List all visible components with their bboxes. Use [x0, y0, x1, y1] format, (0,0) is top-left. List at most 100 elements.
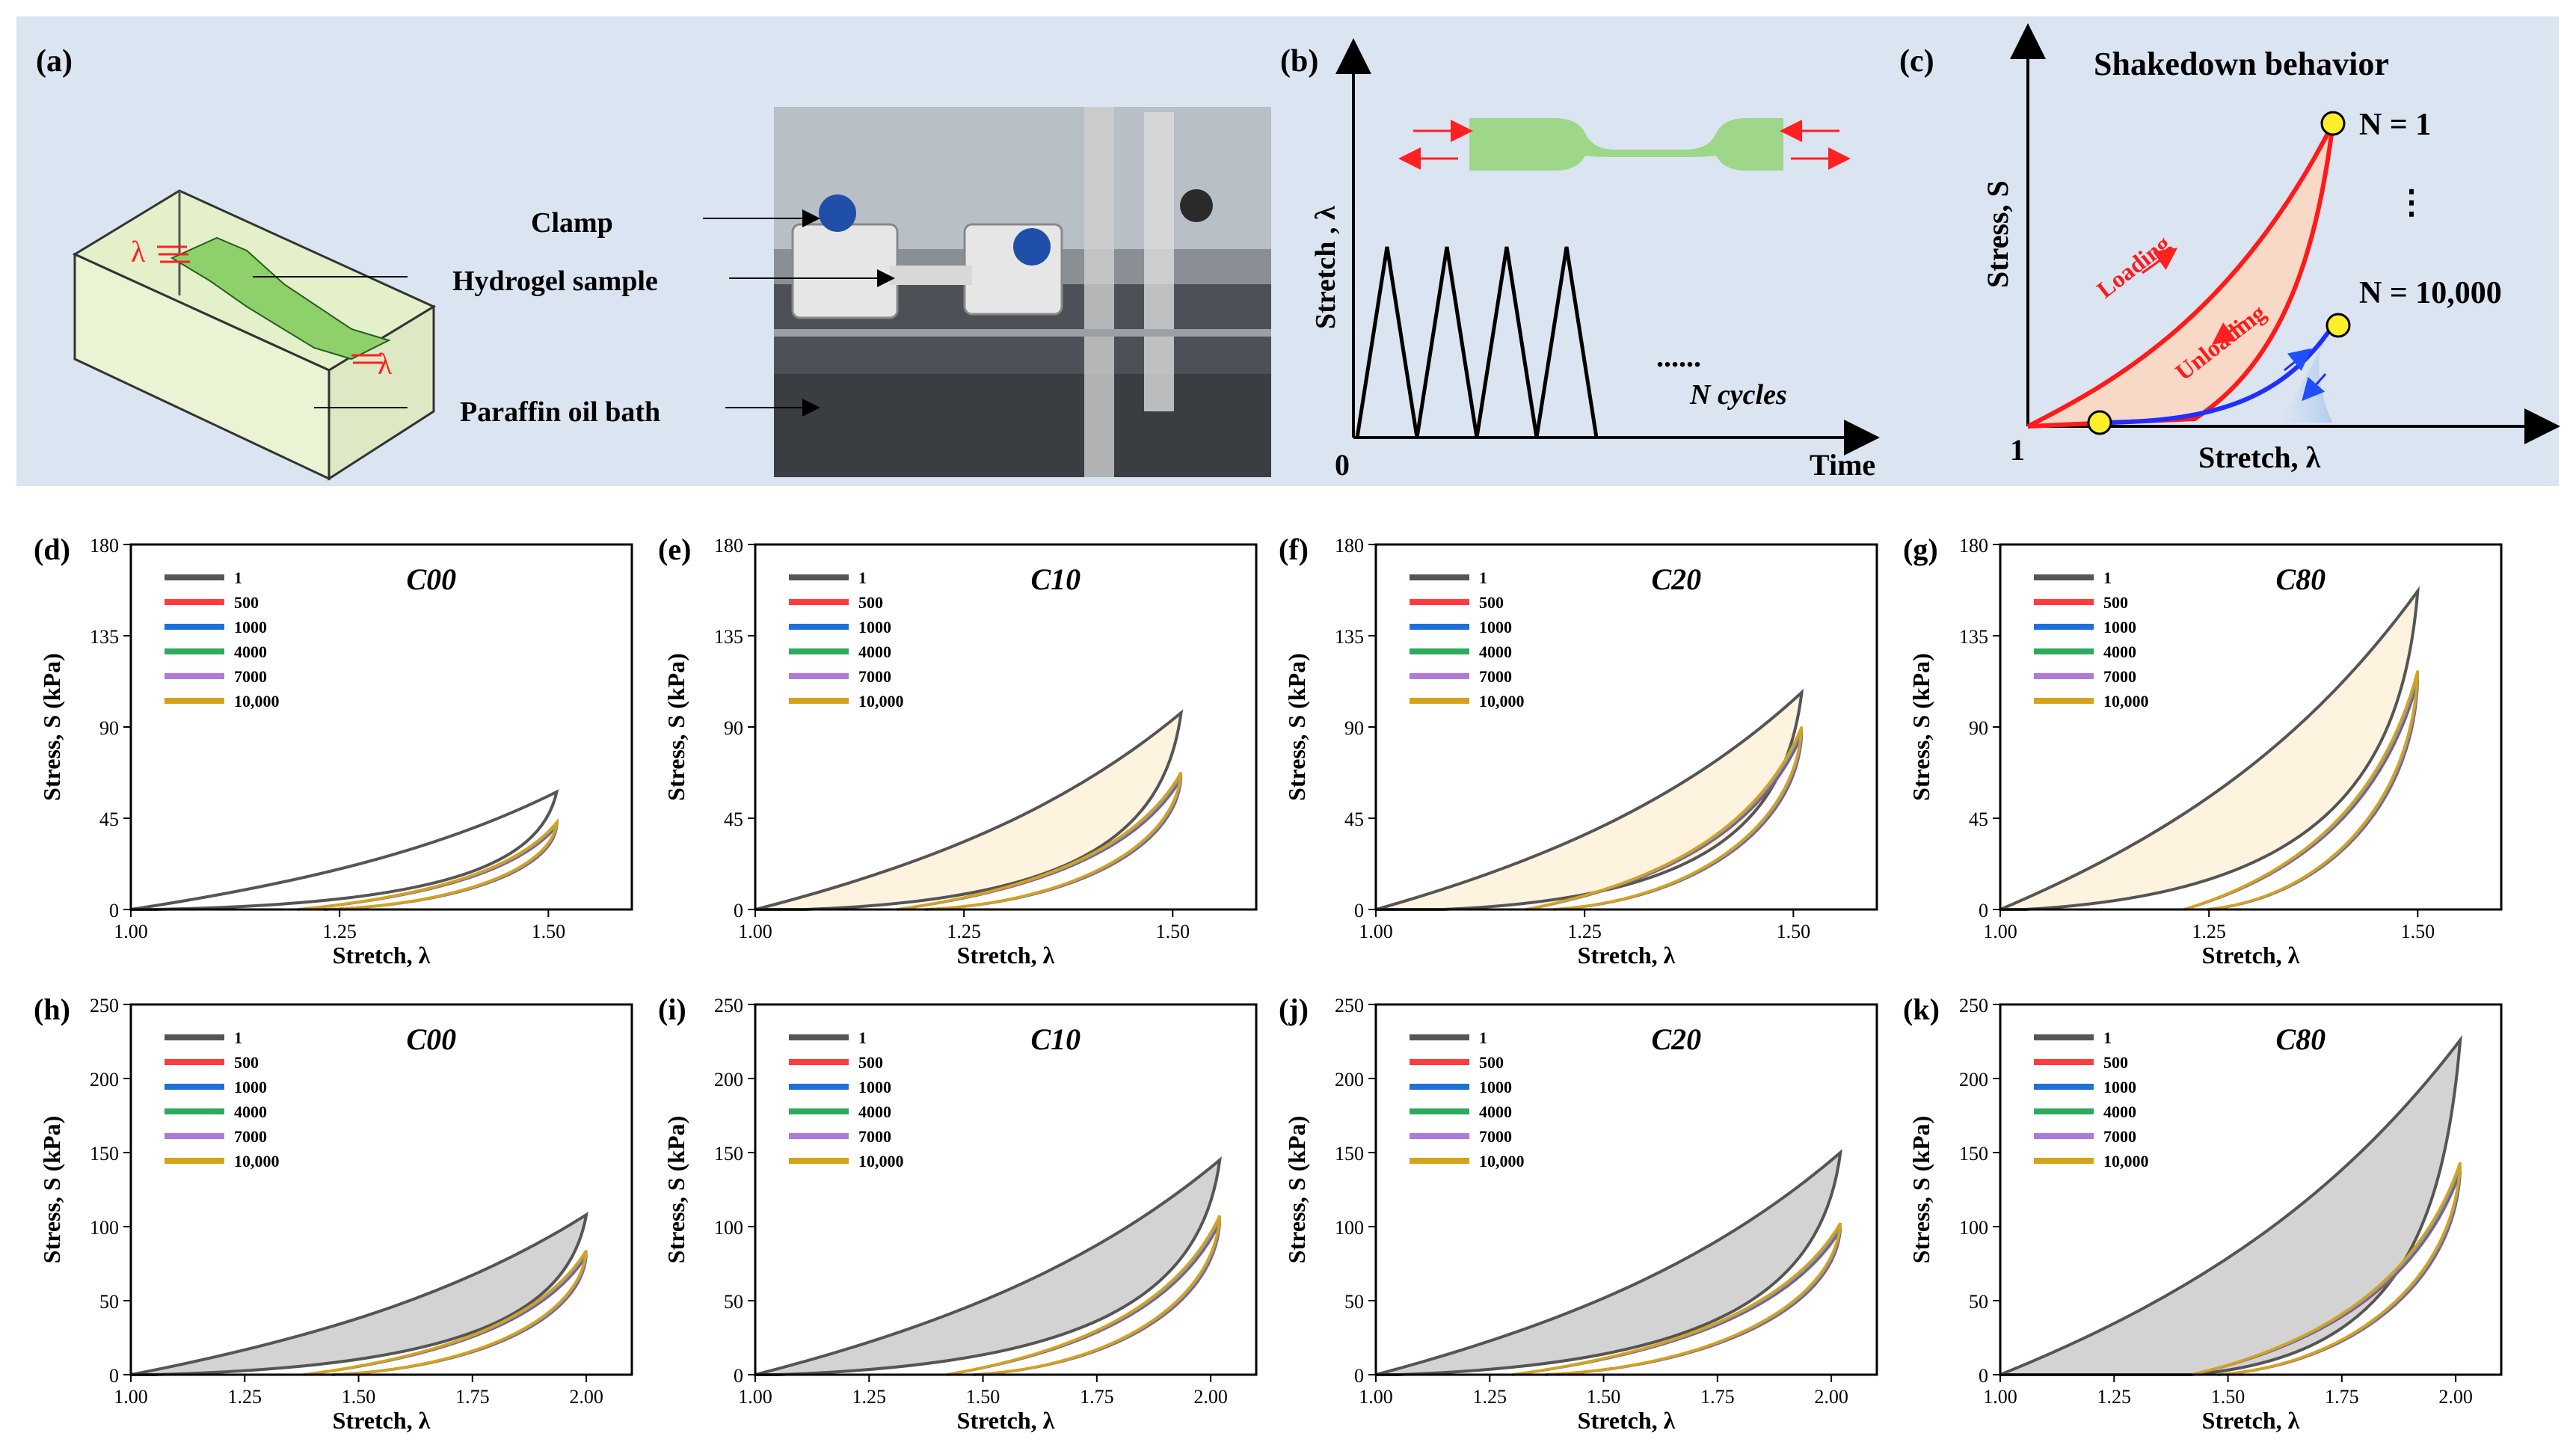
x-tick-label: 1.25 — [1473, 1386, 1507, 1408]
chart-g: 0 45 90 135 180 1.00 1.25 1.50 Stretch, λ Stress,… — [1903, 533, 2503, 969]
panel-label: (j) — [1279, 993, 1309, 1026]
legend-label: 1000 — [1479, 618, 1512, 636]
y-tick-label: 90 — [1344, 717, 1364, 739]
y-axis-label: Stress, S (kPa) — [38, 1116, 65, 1264]
x-axis-label: Stretch, λ — [2202, 942, 2300, 969]
panel-b-cycles-label: N cycles — [1689, 379, 1787, 411]
legend-label: 1000 — [2103, 618, 2136, 636]
legend-label: 500 — [1479, 593, 1504, 612]
x-tick-label: 2.00 — [1814, 1386, 1848, 1408]
y-tick-label: 90 — [724, 717, 743, 739]
legend-label: 4000 — [234, 642, 267, 661]
legend-label: 7000 — [858, 667, 891, 686]
panel-label: (f) — [1279, 533, 1309, 566]
y-tick-label: 135 — [90, 626, 119, 648]
box-right-face — [328, 304, 435, 481]
series-1-curve — [754, 1156, 1222, 1376]
panel-c-xlabel: Stretch, λ — [2198, 441, 2321, 474]
x-tick-label: 1.75 — [2325, 1386, 2359, 1408]
x-tick-label: 2.00 — [1193, 1386, 1228, 1408]
y-tick-label: 0 — [734, 1365, 743, 1387]
legend-label: 10,000 — [1479, 1152, 1525, 1171]
y-tick-label: 150 — [90, 1143, 119, 1165]
loading-curve — [2026, 122, 2335, 429]
y-tick-label: 150 — [714, 1143, 743, 1165]
n1-label: N = 1 — [2359, 108, 2431, 142]
x-tick-label: 1.25 — [2192, 921, 2226, 942]
panel-b-origin: 0 — [1335, 448, 1350, 482]
y-tick-label: 250 — [90, 995, 119, 1016]
y-tick-label: 0 — [109, 1365, 119, 1387]
panel-label: (d) — [34, 533, 70, 566]
x-tick-label: 2.00 — [569, 1386, 603, 1408]
chart-d: 0 45 90 135 180 1.00 1.25 1.50 Stretch, λ Stress,… — [34, 533, 633, 969]
y-axis-label: Stress, S (kPa) — [38, 653, 65, 801]
series-1-curve — [1375, 1149, 1842, 1376]
x-tick-label: 1.00 — [1983, 1386, 2017, 1408]
legend-label: 7000 — [234, 667, 267, 686]
legend-label: 7000 — [234, 1127, 267, 1146]
legend-label: 1000 — [234, 618, 267, 636]
legend-label: 4000 — [1479, 1102, 1512, 1121]
x-axis-label: Stretch, λ — [957, 1407, 1055, 1434]
legend-label: 10,000 — [858, 1152, 904, 1171]
series-10,000-curve — [304, 1249, 588, 1376]
y-tick-label: 150 — [1335, 1143, 1364, 1165]
x-axis-label: Stretch, λ — [333, 1407, 431, 1434]
series-1-curve — [1999, 586, 2420, 911]
n10000-label: N = 10,000 — [2359, 276, 2502, 310]
x-tick-label: 1.25 — [228, 1386, 262, 1408]
y-tick-label: 0 — [1354, 900, 1364, 921]
legend-label: 1 — [234, 1028, 242, 1047]
hysteresis-area — [2028, 123, 2333, 426]
steady-unload-arrow — [2302, 373, 2327, 402]
legend-label: 7000 — [1479, 1127, 1512, 1146]
x-tick-label: 1.00 — [738, 1386, 772, 1408]
stretch-marks — [157, 245, 383, 364]
panel-b: (b) Stretch , λ Time 0 ...... N cycles — [1280, 38, 1880, 482]
y-tick-label: 45 — [1969, 809, 1988, 830]
y-tick-label: 50 — [724, 1291, 743, 1313]
y-tick-label: 50 — [1344, 1291, 1364, 1313]
series-10,000-curve — [1512, 1222, 1842, 1376]
x-tick-label: 1.00 — [1359, 1386, 1393, 1408]
y-tick-label: 180 — [1335, 535, 1364, 556]
legend-label: 10,000 — [2103, 1152, 2149, 1171]
legend-label: 1000 — [234, 1078, 267, 1096]
plot-frame — [129, 1003, 633, 1376]
hydrogel-sample-label: Hydrogel sample — [452, 266, 658, 297]
y-tick-label: 0 — [1979, 900, 1988, 921]
paraffin-oil-bath-label: Paraffin oil bath — [460, 396, 660, 428]
plot-frame — [1999, 1003, 2503, 1376]
plot-frame — [1374, 1003, 1878, 1376]
panel-c-origin: 1 — [2010, 433, 2025, 467]
x-tick-label: 1.50 — [966, 1386, 1000, 1408]
x-tick-label: 1.50 — [1777, 921, 1811, 942]
panel-c-title: Shakedown behavior — [2094, 46, 2389, 82]
y-tick-label: 90 — [99, 717, 119, 739]
first-loop-fill — [1376, 1153, 1841, 1375]
series-1-curve — [1999, 1034, 2462, 1376]
chart-title: C10 — [1031, 562, 1081, 596]
hydrogel-sample-shape — [170, 236, 391, 361]
x-tick-label: 1.00 — [1359, 921, 1393, 942]
legend-label: 4000 — [858, 1102, 891, 1121]
y-tick-label: 200 — [1959, 1069, 1988, 1090]
vertical-dots: ⋮ — [2395, 184, 2428, 221]
panel-b-dots: ...... — [1656, 340, 1701, 373]
x-tick-label: 1.00 — [738, 921, 772, 942]
dogbone-sample — [1469, 118, 1783, 171]
series-10,000-curve — [946, 1215, 1222, 1376]
legend-label: 1 — [2103, 1028, 2112, 1047]
chart-title: C80 — [2276, 562, 2326, 596]
x-tick-label: 1.25 — [1567, 921, 1602, 942]
legend-label: 4000 — [858, 642, 891, 661]
legend-label: 10,000 — [2103, 692, 2149, 711]
y-tick-label: 50 — [99, 1291, 119, 1313]
y-tick-label: 100 — [90, 1217, 119, 1239]
n10000-point — [2326, 313, 2351, 338]
x-tick-label: 1.50 — [532, 921, 566, 942]
legend-label: 4000 — [234, 1102, 267, 1121]
legend-label: 4000 — [2103, 642, 2136, 661]
chart-title: C00 — [407, 1022, 457, 1056]
